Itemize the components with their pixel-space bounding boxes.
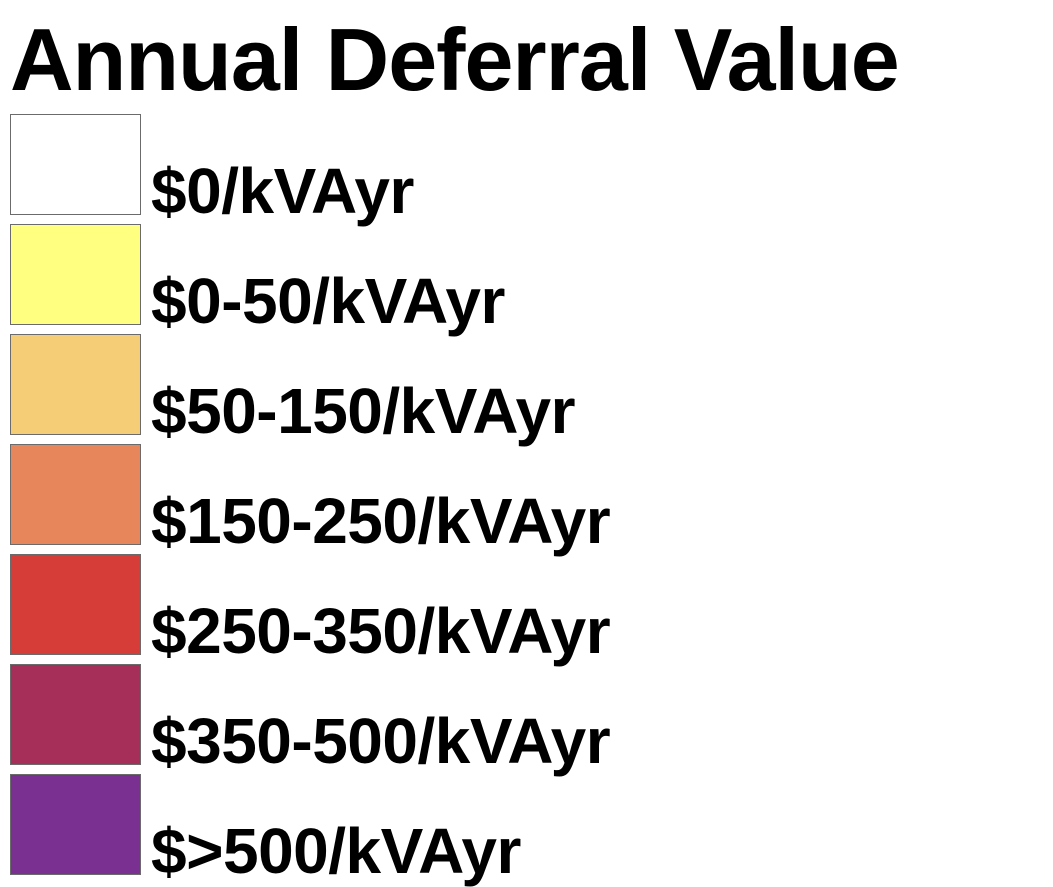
legend-swatch [10,664,141,765]
legend-item: $150-250/kVAyr [10,444,1010,557]
legend-item: $50-150/kVAyr [10,334,1010,447]
legend-swatch [10,224,141,325]
legend-swatch [10,334,141,435]
legend-swatch [10,554,141,655]
legend-title: Annual Deferral Value [10,10,900,109]
legend-label: $50-150/kVAyr [151,375,576,447]
legend-label: $350-500/kVAyr [151,705,611,777]
legend-swatch [10,444,141,545]
legend-label: $0-50/kVAyr [151,265,505,337]
legend-item: $>500/kVAyr [10,774,1010,887]
legend-label: $0/kVAyr [151,155,414,227]
legend-label: $250-350/kVAyr [151,595,611,667]
legend-items: $0/kVAyr $0-50/kVAyr $50-150/kVAyr $150-… [10,114,1010,887]
legend-item: $250-350/kVAyr [10,554,1010,667]
legend-label: $>500/kVAyr [151,815,521,887]
legend-label: $150-250/kVAyr [151,485,611,557]
legend-item: $350-500/kVAyr [10,664,1010,777]
legend-item: $0-50/kVAyr [10,224,1010,337]
legend-swatch [10,114,141,215]
legend-swatch [10,774,141,875]
legend-item: $0/kVAyr [10,114,1010,227]
